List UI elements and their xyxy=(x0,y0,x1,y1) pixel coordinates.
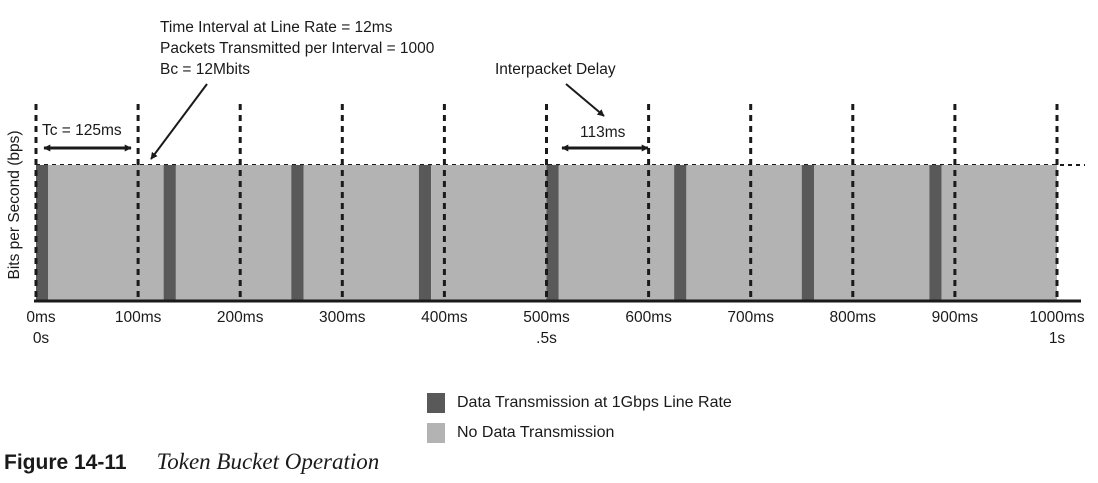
transmission-block-4 xyxy=(546,165,559,300)
x-tick-label-1: 100ms xyxy=(115,309,162,326)
figure-caption: Figure 14-11 Token Bucket Operation xyxy=(4,449,379,475)
x-tick-sublabel-5: .5s xyxy=(536,330,557,347)
interpacket-delay-pointer xyxy=(565,83,605,117)
interpacket-delay-label: Interpacket Delay xyxy=(495,61,616,78)
transmission-block-2 xyxy=(291,165,304,300)
idle-block-3 xyxy=(431,165,547,300)
legend-swatch-idle xyxy=(427,422,445,443)
x-tick-label-3: 300ms xyxy=(319,309,366,326)
x-tick-label-0: 0ms xyxy=(26,309,56,326)
x-tick-label-7: 700ms xyxy=(727,309,774,326)
transmission-block-7 xyxy=(929,165,942,300)
transmission-block-1 xyxy=(163,165,176,300)
line-rate-text-2: Packets Transmitted per Interval = 1000 xyxy=(160,40,435,57)
gap-label: 113ms xyxy=(580,124,626,141)
legend-label-transmission: Data Transmission at 1Gbps Line Rate xyxy=(457,393,732,411)
idle-block-6 xyxy=(814,165,930,300)
idle-block-5 xyxy=(686,165,802,300)
line-rate-text-1: Time Interval at Line Rate = 12ms xyxy=(160,19,393,36)
x-tick-label-6: 600ms xyxy=(625,309,672,326)
legend-item-transmission: Data Transmission at 1Gbps Line Rate xyxy=(427,392,732,413)
figure-number: Figure 14-11 xyxy=(4,451,127,474)
idle-block-2 xyxy=(303,165,419,300)
idle-block-7 xyxy=(941,165,1057,300)
figure-title: Token Bucket Operation xyxy=(156,449,380,474)
legend: Data Transmission at 1Gbps Line Rate No … xyxy=(427,392,732,452)
transmission-block-0 xyxy=(36,165,49,300)
idle-block-4 xyxy=(558,165,675,300)
legend-label-idle: No Data Transmission xyxy=(457,423,615,441)
x-tick-label-8: 800ms xyxy=(830,309,877,326)
x-tick-label-10: 1000ms xyxy=(1029,309,1084,326)
x-tick-label-5: 500ms xyxy=(523,309,570,326)
transmission-block-6 xyxy=(801,165,815,300)
x-tick-label-2: 200ms xyxy=(217,309,264,326)
x-tick-sublabel-10: 1s xyxy=(1049,330,1066,347)
line-rate-pointer xyxy=(150,83,208,160)
y-axis-label: Bits per Second (bps) xyxy=(6,130,23,279)
transmission-block-3 xyxy=(418,165,432,300)
legend-item-idle: No Data Transmission xyxy=(427,422,732,443)
tc-label: Tc = 125ms xyxy=(42,122,122,139)
x-tick-label-4: 400ms xyxy=(421,309,468,326)
legend-swatch-transmission xyxy=(427,392,445,413)
token-bucket-diagram: Bits per Second (bps) Tc = 125ms 113ms T… xyxy=(6,19,1085,347)
x-tick-sublabel-0: 0s xyxy=(33,330,50,347)
transmission-block-5 xyxy=(674,165,687,300)
x-tick-label-9: 900ms xyxy=(932,309,979,326)
idle-block-1 xyxy=(175,165,292,300)
idle-block-0 xyxy=(48,165,164,300)
line-rate-text-3: Bc = 12Mbits xyxy=(160,61,250,78)
burst-blocks xyxy=(36,165,1057,300)
x-tick-labels: 0ms 0s 100ms 200ms 300ms 400ms 500ms .5s 600ms 70… xyxy=(26,309,1084,347)
